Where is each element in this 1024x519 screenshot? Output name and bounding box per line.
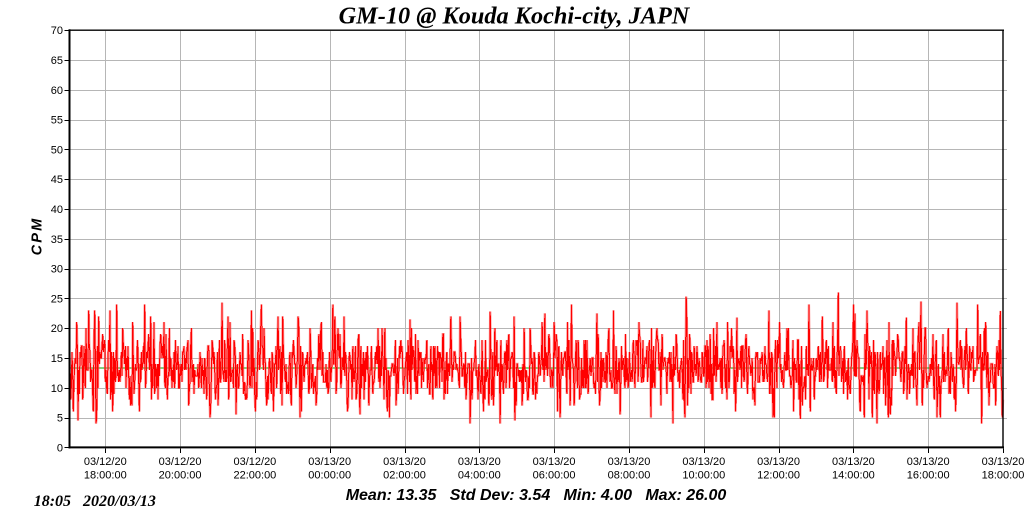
svg-text:18:05 2020/03/13: 18:05 2020/03/13 (34, 493, 156, 510)
svg-text:06:00:00: 06:00:00 (533, 469, 576, 481)
svg-text:04:00:00: 04:00:00 (458, 469, 501, 481)
svg-text:03/13/20: 03/13/20 (383, 456, 426, 468)
svg-text:03/13/20: 03/13/20 (308, 456, 351, 468)
svg-text:18:00:00: 18:00:00 (84, 469, 127, 481)
svg-text:08:00:00: 08:00:00 (608, 469, 651, 481)
svg-text:45: 45 (51, 174, 63, 186)
svg-text:10: 10 (51, 383, 63, 395)
svg-text:20: 20 (51, 323, 63, 335)
svg-text:03/12/20: 03/12/20 (233, 456, 276, 468)
svg-text:03/13/20: 03/13/20 (458, 456, 501, 468)
svg-text:15: 15 (51, 353, 63, 365)
svg-text:70: 70 (51, 25, 63, 37)
svg-text:40: 40 (51, 204, 63, 216)
svg-text:03/13/20: 03/13/20 (907, 456, 950, 468)
svg-text:16:00:00: 16:00:00 (907, 469, 950, 481)
svg-text:55: 55 (51, 115, 63, 127)
svg-text:03/13/20: 03/13/20 (533, 456, 576, 468)
svg-text:14:00:00: 14:00:00 (832, 469, 875, 481)
svg-text:03/13/20: 03/13/20 (682, 456, 725, 468)
svg-text:18:00:00: 18:00:00 (982, 469, 1024, 481)
svg-text:GM-10 @ Kouda Kochi-city, JAPN: GM-10 @ Kouda Kochi-city, JAPN (339, 3, 691, 30)
svg-text:03/12/20: 03/12/20 (84, 456, 127, 468)
svg-text:CPM: CPM (29, 217, 45, 256)
svg-text:Mean: 13.35 Std Dev: 3.54: Mean: 13.35 Std Dev: 3.54 Min: 4.00 Max:… (346, 487, 727, 504)
svg-text:03/13/20: 03/13/20 (757, 456, 800, 468)
svg-text:65: 65 (51, 55, 63, 67)
svg-text:22:00:00: 22:00:00 (233, 469, 276, 481)
svg-text:5: 5 (57, 413, 63, 425)
svg-text:02:00:00: 02:00:00 (383, 469, 426, 481)
svg-text:10:00:00: 10:00:00 (682, 469, 725, 481)
svg-text:03/13/20: 03/13/20 (982, 456, 1024, 468)
svg-text:03/12/20: 03/12/20 (159, 456, 202, 468)
svg-text:30: 30 (51, 264, 63, 276)
svg-text:50: 50 (51, 144, 63, 156)
svg-text:12:00:00: 12:00:00 (757, 469, 800, 481)
svg-text:35: 35 (51, 234, 63, 246)
svg-text:20:00:00: 20:00:00 (159, 469, 202, 481)
svg-text:0: 0 (57, 442, 63, 454)
svg-text:25: 25 (51, 293, 63, 305)
svg-text:03/13/20: 03/13/20 (832, 456, 875, 468)
svg-text:03/13/20: 03/13/20 (608, 456, 651, 468)
svg-text:00:00:00: 00:00:00 (308, 469, 351, 481)
svg-text:60: 60 (51, 85, 63, 97)
